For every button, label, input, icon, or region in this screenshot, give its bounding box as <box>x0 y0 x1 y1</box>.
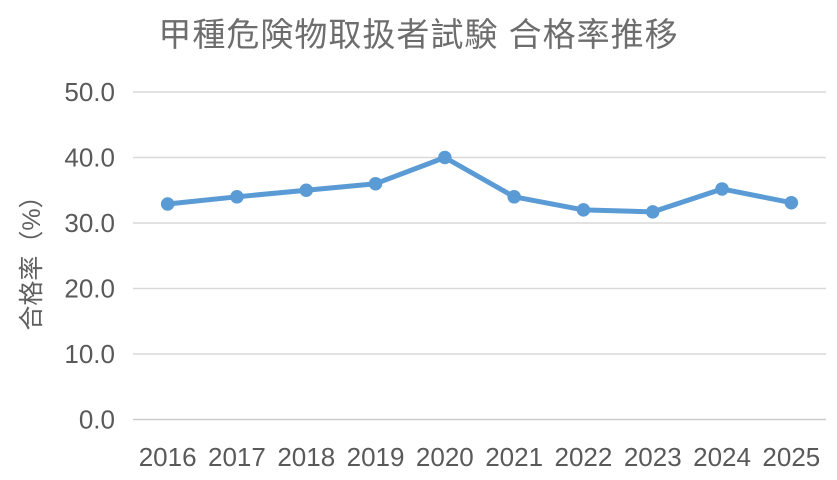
data-point-marker <box>230 190 244 204</box>
chart-title: 甲種危険物取扱者試験 合格率推移 <box>158 16 679 53</box>
data-point-marker <box>507 190 521 204</box>
x-tick-label: 2022 <box>555 442 613 472</box>
data-point-marker <box>784 195 799 210</box>
x-tick-label: 2021 <box>485 442 543 472</box>
x-tick-label: 2019 <box>347 442 405 472</box>
x-tick-label: 2025 <box>762 442 820 472</box>
data-point-marker <box>368 176 383 191</box>
x-tick-label: 2016 <box>139 442 197 472</box>
y-tick-label: 40.0 <box>64 143 115 173</box>
y-tick-label: 10.0 <box>64 339 115 369</box>
x-tick-label: 2020 <box>416 442 474 472</box>
x-tick-label: 2023 <box>624 442 682 472</box>
series-layer <box>160 150 799 219</box>
x-axis-tick-labels: 2016 2017 2018 2019 2020 2021 2022 2023 2024 2025 <box>139 442 821 472</box>
y-tick-label: 30.0 <box>64 208 115 238</box>
data-point-marker <box>646 205 660 219</box>
x-tick-label: 2024 <box>693 442 751 472</box>
y-axis-tick-labels: 0.0 10.0 20.0 30.0 40.0 50.0 <box>64 77 115 435</box>
y-tick-label: 0.0 <box>79 405 115 435</box>
y-tick-label: 50.0 <box>64 77 115 107</box>
data-point-marker <box>576 203 591 217</box>
gridlines <box>133 91 826 421</box>
data-point-marker <box>715 182 729 196</box>
x-tick-label: 2017 <box>208 442 266 472</box>
x-tick-label: 2018 <box>277 442 335 472</box>
y-tick-label: 20.0 <box>64 274 115 304</box>
series-line <box>165 155 794 215</box>
data-point-marker <box>438 150 452 165</box>
data-point-marker <box>160 197 175 211</box>
data-point-marker <box>299 183 313 197</box>
